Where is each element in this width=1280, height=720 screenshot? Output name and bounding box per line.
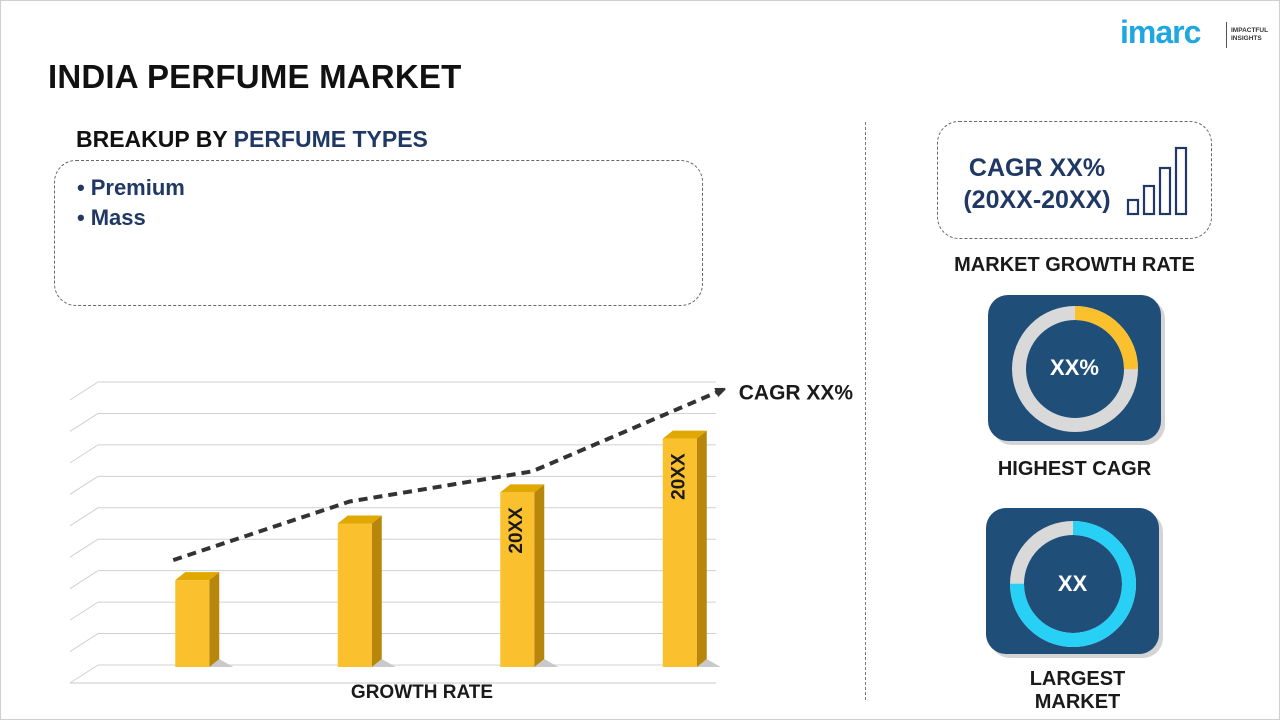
page-title: INDIA PERFUME MARKET: [48, 58, 462, 95]
breakup-topic: PERFUME TYPES: [233, 126, 428, 152]
bar-side: [371, 515, 382, 667]
bar: [337, 515, 396, 667]
grid-line-diagonal: [69, 444, 99, 464]
highest-cagr-card: XX%: [988, 295, 1161, 441]
bar-side: [209, 572, 220, 667]
cagr-period: (20XX-20XX): [963, 186, 1111, 214]
bar-side: [696, 430, 707, 667]
x-axis-label: GROWTH RATE: [351, 682, 493, 703]
grid-line-diagonal: [69, 538, 99, 558]
logo-wordmark: imarc: [1120, 14, 1201, 50]
grid-line-diagonal: [69, 601, 99, 621]
bar-front: [500, 492, 535, 667]
cagr-box: CAGR XX% (20XX-20XX): [937, 121, 1212, 239]
grid-line-diagonal: [69, 381, 99, 401]
cagr-value: CAGR XX%: [968, 154, 1106, 182]
bar-top: [175, 572, 220, 581]
bar-side: [534, 484, 545, 667]
highest-cagr-value: XX%: [1050, 355, 1099, 380]
ring-fill: [1012, 306, 1138, 432]
perfume-types-list: Premium Mass: [77, 173, 185, 233]
largest-market-card: XX: [986, 508, 1159, 654]
largest-market-ring: [1010, 521, 1136, 647]
bar-front: [175, 580, 210, 667]
bar-front: [337, 523, 372, 667]
list-item-premium: Premium: [77, 173, 185, 203]
bar-chart-icon: [1126, 146, 1188, 216]
market-growth-rate-label: MARKET GROWTH RATE: [954, 254, 1195, 276]
bar-label: 20XX: [669, 453, 690, 500]
bar: 20XX: [500, 484, 559, 667]
bar-label: 20XX: [506, 507, 527, 554]
trend-label: CAGR XX%: [739, 382, 854, 405]
highest-cagr-label: HIGHEST CAGR: [997, 458, 1152, 480]
cagr-text: CAGR XX% (20XX-20XX): [952, 152, 1122, 216]
grid-line-diagonal: [69, 413, 99, 432]
bar-front: [662, 438, 697, 667]
ring-fill: [1010, 521, 1136, 647]
bar-top: [500, 484, 545, 493]
grid-line-diagonal: [69, 570, 99, 590]
grid-line-diagonal: [69, 664, 99, 684]
growth-chart-svg: GROWTH RATE CAGR XX% 20XX 20XX: [69, 381, 854, 703]
largest-market-value: XX: [1057, 571, 1088, 596]
highest-cagr-ring: [1012, 306, 1138, 432]
bar-top: [662, 430, 707, 439]
breakup-prefix: BREAKUP BY: [76, 126, 234, 152]
grid-line-diagonal: [69, 507, 99, 527]
vertical-divider: [865, 122, 866, 700]
bar: 20XX: [662, 430, 721, 667]
logo-tagline: IMPACTFUL INSIGHTS: [1231, 27, 1268, 42]
imarc-logo: imarc IMPACTFUL INSIGHTS: [1120, 12, 1272, 52]
perfume-types-box: Premium Mass: [54, 160, 703, 306]
growth-chart: GROWTH RATE CAGR XX% 20XX 20XX: [0, 330, 860, 720]
breakup-heading: BREAKUP BY PERFUME TYPES: [76, 126, 428, 153]
grid-line-diagonal: [69, 475, 99, 495]
bar: [175, 572, 234, 667]
list-item-mass: Mass: [77, 203, 185, 233]
bar-top: [337, 515, 382, 524]
largest-market-label: LARGEST MARKET: [1029, 668, 1126, 713]
grid-line-diagonal: [69, 633, 99, 652]
logo-divider: [1226, 22, 1227, 48]
trend-arrow: [172, 391, 721, 562]
